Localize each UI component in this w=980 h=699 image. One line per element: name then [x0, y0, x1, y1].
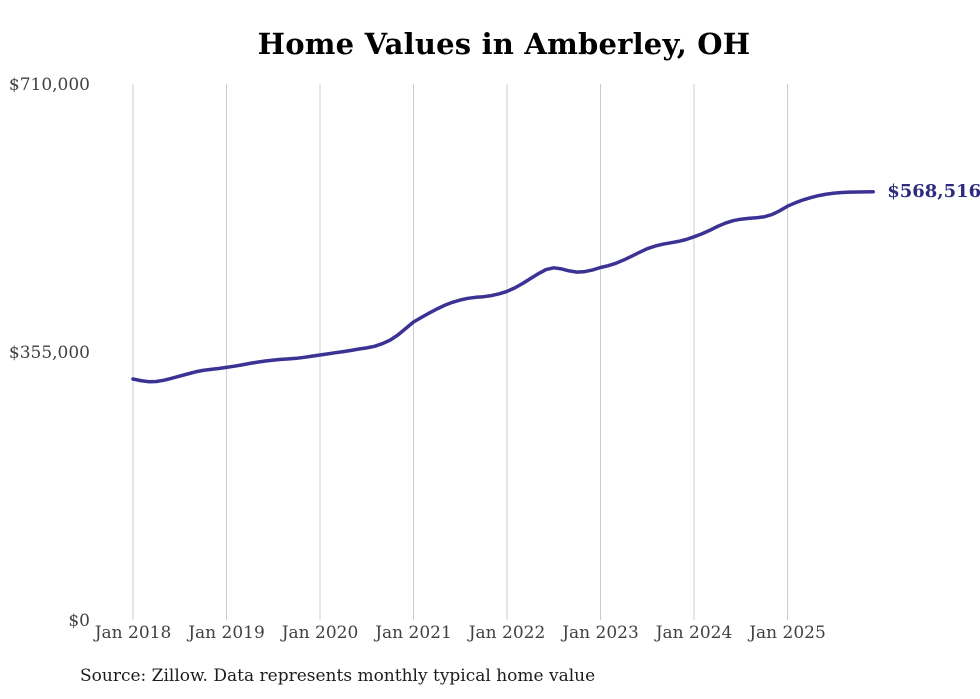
x-tick-label: Jan 2020: [281, 623, 359, 643]
home-value-line-series: [131, 190, 875, 384]
chart-title: Home Values in Amberley, OH: [257, 27, 751, 61]
x-tick-label: Jan 2022: [468, 623, 546, 643]
x-tick-label: Jan 2025: [749, 623, 826, 643]
y-tick-label: $355,000: [8, 343, 90, 363]
source-note: Source: Zillow. Data represents monthly …: [80, 666, 596, 686]
current-value-label: $568,516: [887, 180, 980, 202]
y-tick-label: $0: [68, 611, 90, 631]
vertical-gridlines: [132, 84, 788, 620]
x-tick-label: Jan 2024: [655, 623, 733, 643]
x-tick-label: Jan 2018: [94, 623, 172, 643]
x-tick-label: Jan 2023: [562, 623, 639, 643]
y-tick-label: $710,000: [8, 75, 90, 95]
x-tick-label: Jan 2021: [375, 623, 452, 643]
x-tick-label: Jan 2019: [188, 623, 265, 643]
